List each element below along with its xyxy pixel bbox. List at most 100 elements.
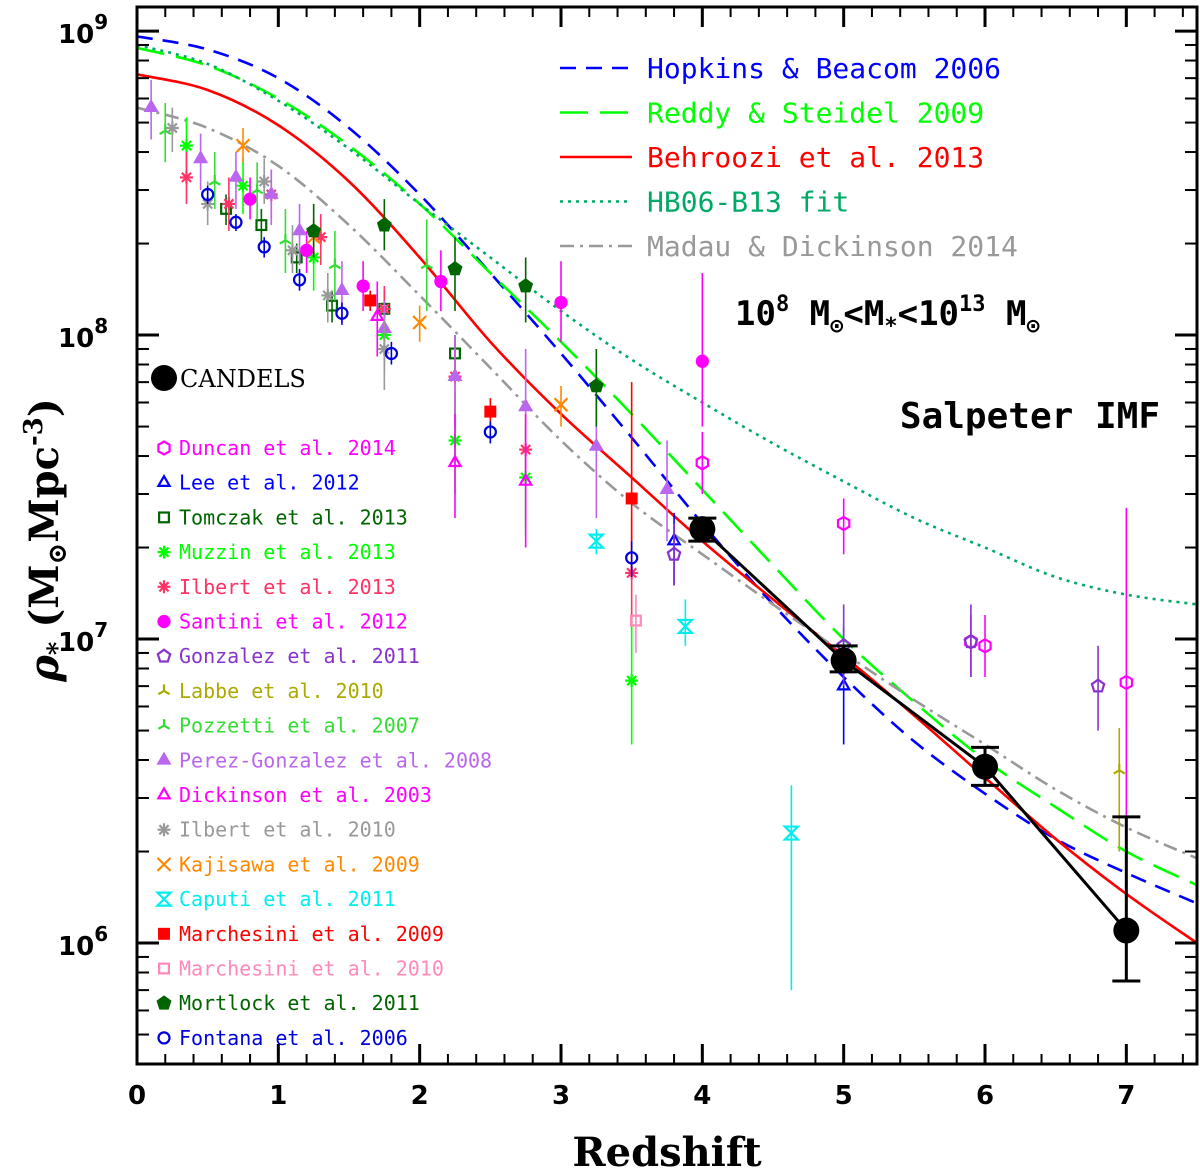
legend-marker xyxy=(157,719,171,730)
data-point xyxy=(165,121,179,135)
legend-marker xyxy=(157,440,171,456)
data-point xyxy=(292,273,307,287)
data-point xyxy=(1113,763,1126,775)
y-tick-label: 108 xyxy=(58,314,108,354)
data-point xyxy=(179,170,193,184)
curve-hb06-b13-fit xyxy=(137,43,1197,606)
series-santini-et-al-2012 xyxy=(243,177,709,427)
data-point xyxy=(229,215,243,229)
legend-label: Pozzetti et al. 2007 xyxy=(179,714,420,738)
data-point xyxy=(447,454,463,468)
data-point xyxy=(314,230,328,244)
data-point xyxy=(335,306,349,320)
data-point xyxy=(588,437,604,451)
y-tick-label: 107 xyxy=(58,618,108,658)
legend-label: Ilbert et al. 2010 xyxy=(179,818,396,842)
data-point xyxy=(554,295,568,310)
legend-marker xyxy=(156,786,172,800)
data-point xyxy=(193,150,209,164)
legend-label: Perez-Gonzalez et al. 2008 xyxy=(179,748,492,772)
data-point xyxy=(334,281,350,295)
legend-marker xyxy=(156,648,172,663)
legend-entry-marchesini-et-al-2009: Marchesini et al. 2009 xyxy=(158,922,444,946)
legend-entry-hb06-b13-fit: HB06-B13 fit xyxy=(560,186,849,219)
legend-entry-behroozi-et-al-2013: Behroozi et al. 2013 xyxy=(560,141,984,174)
x-tick-label: 1 xyxy=(269,1081,287,1111)
data-point xyxy=(143,98,159,113)
data-point xyxy=(291,222,308,236)
data-point xyxy=(625,492,638,505)
data-point xyxy=(279,233,292,245)
legend-entry-caputi-et-al-2011: Caputi et al. 2011 xyxy=(154,887,396,911)
candels-legend-label: CANDELS xyxy=(180,365,306,393)
legend-entry-labbe-et-al-2010: Labbe et al. 2010 xyxy=(157,679,384,703)
line-legend: Hopkins & Beacom 2006 Reddy & Steidel 200… xyxy=(560,52,1018,263)
data-points xyxy=(143,80,1134,991)
legend-label: Marchesini et al. 2010 xyxy=(179,957,444,981)
data-point xyxy=(518,398,534,412)
data-point xyxy=(356,279,370,293)
legend-label: Caputi et al. 2011 xyxy=(179,887,396,911)
legend-entry-marchesini-et-al-2010: Marchesini et al. 2010 xyxy=(158,957,444,981)
data-point xyxy=(364,294,377,307)
legend-entry-pozzetti-et-al-2007: Pozzetti et al. 2007 xyxy=(157,714,420,738)
legend-label: Duncan et al. 2014 xyxy=(179,436,396,460)
legend-label: Hopkins & Beacom 2006 xyxy=(647,52,1001,85)
legend-entry-hopkins-beacom-2006: Hopkins & Beacom 2006 xyxy=(560,52,1001,85)
data-point xyxy=(1119,674,1134,691)
data-point xyxy=(420,258,433,270)
imf-annotation: Salpeter IMF xyxy=(900,396,1160,437)
data-point xyxy=(659,480,675,494)
legend-marker xyxy=(157,684,171,696)
candels-point xyxy=(1113,917,1140,944)
candels-point xyxy=(830,647,857,674)
data-point xyxy=(263,185,279,199)
data-point xyxy=(666,546,682,561)
data-point xyxy=(250,183,264,195)
data-point xyxy=(782,825,801,841)
legend-label: Fontana et al. 2006 xyxy=(179,1026,408,1050)
series-mortlock-et-al-2011 xyxy=(306,199,604,427)
candels-point xyxy=(689,516,716,543)
legend-entry-fontana-et-al-2006: Fontana et al. 2006 xyxy=(157,1026,408,1050)
data-point xyxy=(257,240,271,254)
legend-label: Kajisawa et al. 2009 xyxy=(179,852,420,876)
legend-marker xyxy=(154,891,174,907)
legend-entry-lee-et-al-2012: Lee et al. 2012 xyxy=(156,471,360,495)
series-duncan-et-al-2014 xyxy=(695,431,1134,973)
legend-label: Reddy & Steidel 2009 xyxy=(647,97,984,130)
data-point xyxy=(243,192,257,206)
plot-frame xyxy=(135,5,1199,1066)
data-point xyxy=(434,274,448,289)
legend-marker xyxy=(158,927,170,940)
series-dickinson-et-al-2003 xyxy=(369,281,534,548)
data-point xyxy=(307,250,321,264)
data-point xyxy=(376,217,392,232)
x-tick-label: 0 xyxy=(128,1081,146,1111)
data-point xyxy=(321,288,335,302)
data-point xyxy=(553,397,569,412)
data-point xyxy=(587,533,606,549)
data-point xyxy=(978,638,992,654)
legend-marker xyxy=(157,823,171,837)
data-point xyxy=(299,243,314,257)
series-caputi-et-al-2011 xyxy=(587,529,801,991)
legend-marker xyxy=(157,1031,171,1045)
curve-reddy-steidel-2009 xyxy=(137,46,1197,887)
data-point xyxy=(255,219,268,232)
legend-label: Gonzalez et al. 2011 xyxy=(179,644,420,668)
x-tick-label: 2 xyxy=(411,1081,429,1111)
data-point xyxy=(447,261,463,276)
series-pozzetti-et-al-2007 xyxy=(159,102,433,311)
data-point xyxy=(228,168,244,182)
data-point xyxy=(963,633,979,649)
series-marchesini-et-al-2010 xyxy=(629,594,642,653)
marker-legend: Duncan et al. 2014 Lee et al. 2012 Tomczak… xyxy=(154,436,492,1050)
legend-label: Lee et al. 2012 xyxy=(179,471,360,495)
data-point xyxy=(235,138,251,153)
legend-label: Mortlock et al. 2011 xyxy=(179,991,420,1015)
legend-marker xyxy=(157,614,171,629)
legend-entry-tomczak-et-al-2013: Tomczak et al. 2013 xyxy=(158,505,408,529)
candels-legend-marker xyxy=(151,365,177,391)
legend-label: Behroozi et al. 2013 xyxy=(647,141,984,174)
